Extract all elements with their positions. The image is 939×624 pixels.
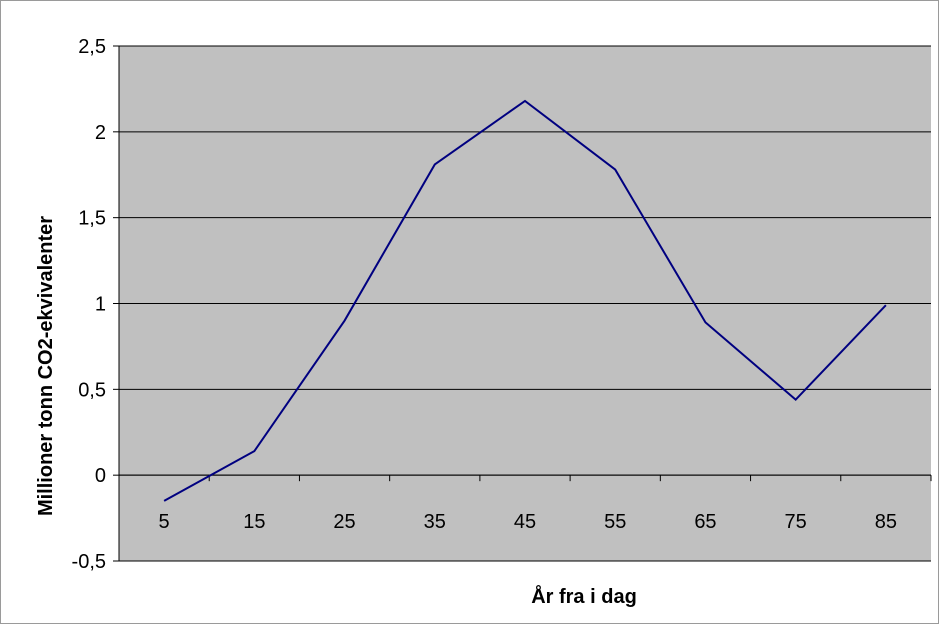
x-tick-label: 55 xyxy=(604,511,626,533)
tick-labels: -0,5 0 0,5 1 1,5 2 2,5 5 15 25 35 45 55 65 75 85 xyxy=(72,36,897,573)
x-tick-label: 35 xyxy=(424,511,446,533)
series-layer xyxy=(163,99,887,502)
y-tick-label: 1 xyxy=(95,294,106,316)
y-tick-label: 2 xyxy=(95,122,106,144)
y-tick-label: 2,5 xyxy=(78,36,106,58)
x-tick-label: 15 xyxy=(243,511,265,533)
x-tick-label: 5 xyxy=(159,511,170,533)
x-tick-label: 85 xyxy=(875,511,897,533)
x-tick-label: 45 xyxy=(514,511,536,533)
y-tick-label: -0,5 xyxy=(72,551,106,573)
x-tick-label: 25 xyxy=(333,511,355,533)
x-tick-label: 65 xyxy=(694,511,716,533)
y-tick-label: 0 xyxy=(95,465,106,487)
x-axis-title: År fra i dag xyxy=(531,584,637,608)
y-tick-label: 0,5 xyxy=(78,379,106,401)
x-tick-label: 75 xyxy=(785,511,807,533)
y-tick-label: 1,5 xyxy=(78,208,106,230)
y-axis-title: Millioner tonn CO2-ekvivalenter xyxy=(35,216,57,516)
